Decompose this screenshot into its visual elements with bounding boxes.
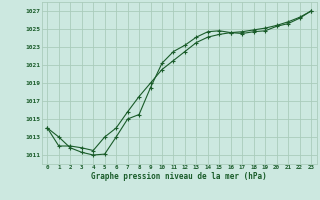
X-axis label: Graphe pression niveau de la mer (hPa): Graphe pression niveau de la mer (hPa): [91, 172, 267, 181]
